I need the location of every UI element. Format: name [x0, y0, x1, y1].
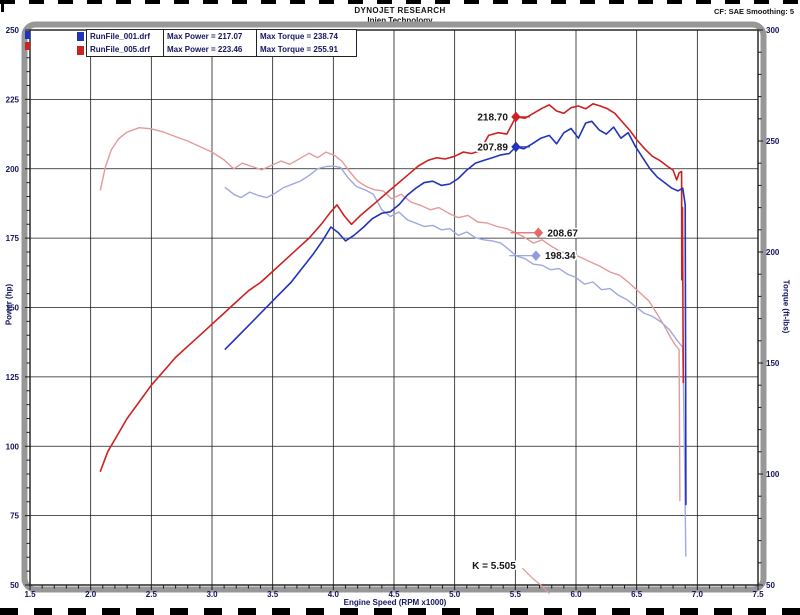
x-axis-title: Engine Speed (RPM x1000): [343, 598, 447, 607]
y-axis-left-title: Power (hp): [4, 283, 14, 326]
gridlines: [30, 30, 758, 585]
run1-max-power: Max Power = 217.07: [163, 30, 256, 43]
series-power_run005: [99, 103, 685, 473]
run2-max-power: Max Power = 223.46: [163, 43, 256, 56]
svg-text:250: 250: [766, 137, 780, 146]
legend-flags: [77, 29, 84, 57]
run1-max-torque: Max Torque = 238.74: [256, 30, 356, 43]
svg-text:175: 175: [6, 234, 20, 243]
svg-text:200: 200: [6, 165, 20, 174]
svg-text:7.5: 7.5: [752, 590, 764, 599]
svg-text:6.5: 6.5: [631, 590, 643, 599]
svg-text:3.5: 3.5: [267, 590, 279, 599]
annotation-K-5-505: K = 5.505: [471, 560, 518, 574]
run2-max-torque: Max Torque = 255.91: [256, 43, 356, 56]
legend-table: RunFile_001.drf Max Power = 217.07 Max T…: [86, 29, 357, 57]
toolbar-remnant-top: [0, 0, 800, 4]
svg-text:150: 150: [6, 304, 20, 313]
svg-text:207.89: 207.89: [477, 142, 508, 153]
annotation-208-67: 208.67: [510, 227, 580, 241]
plot-frame: [29, 29, 759, 586]
svg-text:3.0: 3.0: [206, 590, 218, 599]
svg-text:300: 300: [766, 26, 780, 35]
svg-text:5.0: 5.0: [449, 590, 461, 599]
svg-text:4.0: 4.0: [328, 590, 340, 599]
toolbar-remnant-bottom: [0, 608, 800, 615]
axis-run-flags: [25, 31, 30, 50]
svg-text:198.34: 198.34: [545, 251, 576, 262]
series-stray_tail_run005: [521, 567, 550, 594]
svg-text:225: 225: [6, 95, 20, 104]
legend: RunFile_001.drf Max Power = 217.07 Max T…: [77, 29, 357, 57]
legend-row: RunFile_005.drf Max Power = 223.46 Max T…: [87, 43, 356, 56]
svg-text:200: 200: [766, 248, 780, 257]
svg-text:5.5: 5.5: [510, 590, 522, 599]
svg-text:50: 50: [10, 581, 19, 590]
run1-flag-icon: [77, 31, 84, 41]
svg-text:4.5: 4.5: [388, 590, 400, 599]
y-right-tick-labels: 50 100 150 200 250 300: [766, 26, 780, 590]
y-axis-right-title: Torque (ft-lbs): [781, 279, 791, 334]
svg-text:125: 125: [6, 373, 20, 382]
x-tick-labels: 1.5 2.0 2.5 3.0 3.5 4.0 4.5 5.0 5.5 6.0 6.5 7.0 7.5: [24, 590, 764, 599]
svg-text:6.0: 6.0: [570, 590, 582, 599]
run2-file-label: RunFile_005.drf: [90, 45, 151, 54]
run2-flag-icon: [77, 45, 84, 55]
svg-text:7.0: 7.0: [692, 590, 704, 599]
series-power_run001: [224, 120, 687, 506]
svg-text:100: 100: [6, 442, 20, 451]
svg-text:50: 50: [766, 581, 775, 590]
series-torque_run001: [224, 165, 687, 557]
svg-text:100: 100: [766, 470, 780, 479]
svg-text:2.5: 2.5: [146, 590, 158, 599]
series-torque_run005: [99, 126, 681, 502]
svg-text:75: 75: [10, 512, 19, 521]
annotation-218-70: 218.70: [476, 111, 530, 125]
header-settings: CF: SAE Smoothing: 5: [714, 7, 794, 16]
svg-text:K = 5.505: K = 5.505: [472, 561, 516, 572]
svg-text:1.5: 1.5: [24, 590, 36, 599]
svg-text:150: 150: [766, 359, 780, 368]
header-title: DYNOJET RESEARCH: [354, 6, 446, 15]
svg-text:250: 250: [6, 26, 20, 35]
annotation-207-89: 207.89: [476, 141, 530, 155]
svg-text:2.0: 2.0: [85, 590, 97, 599]
header-subtitle: Injen Technology: [367, 16, 433, 25]
svg-text:218.70: 218.70: [477, 112, 508, 123]
corner-mark: [1, 0, 4, 12]
y-left-tick-labels: 50 75 100 125 150 175 200 225 250: [6, 26, 20, 590]
svg-text:208.67: 208.67: [547, 228, 578, 239]
run1-file-label: RunFile_001.drf: [90, 32, 151, 41]
annotation-198-34: 198.34: [509, 250, 577, 264]
legend-row: RunFile_001.drf Max Power = 217.07 Max T…: [87, 30, 356, 43]
